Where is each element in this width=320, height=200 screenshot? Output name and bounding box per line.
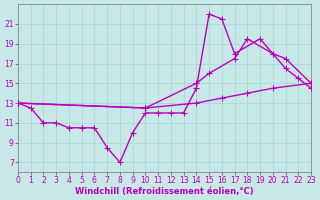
X-axis label: Windchill (Refroidissement éolien,°C): Windchill (Refroidissement éolien,°C) (75, 187, 254, 196)
